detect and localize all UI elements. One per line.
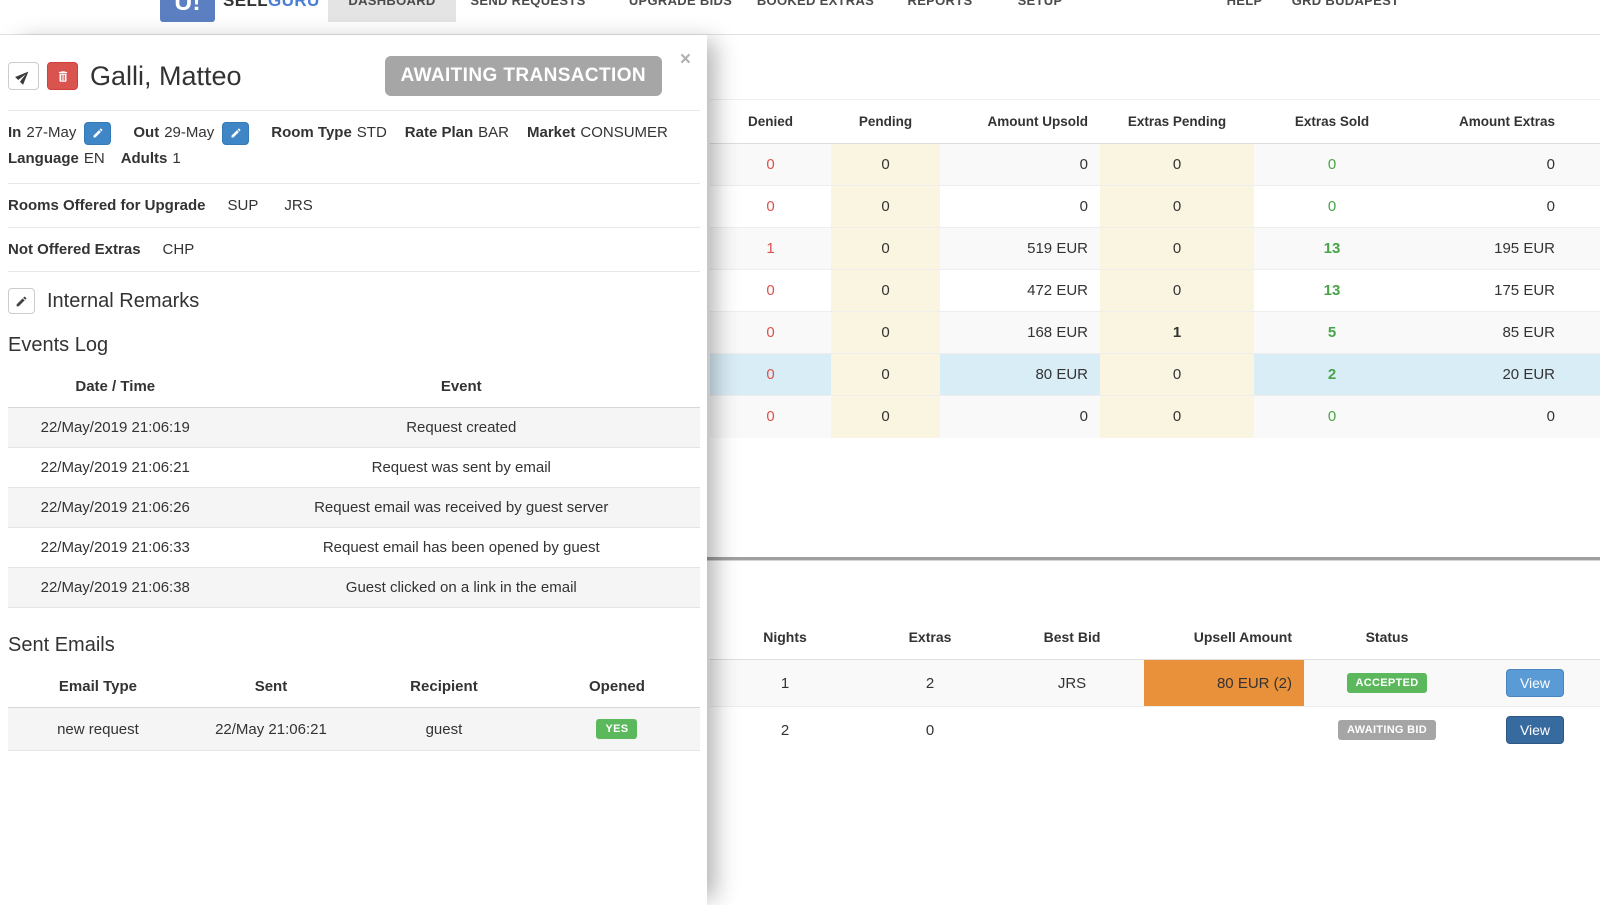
trash-icon [58,70,67,82]
nav-item-help[interactable]: HELP [1226,0,1263,8]
event-row: 22/May/2019 21:06:38 Guest clicked on a … [8,567,700,608]
divider [8,183,700,184]
events-log-title: Events Log [8,334,109,356]
event-row: 22/May/2019 21:06:19 Request created [8,407,700,448]
col-status: Status [1304,615,1470,660]
sent-emails-title: Sent Emails [8,634,115,656]
table-row[interactable]: 0 0 168 EUR 1 5 85 EUR [710,311,1600,354]
upsell-table-header: Denied Pending Amount Upsold Extras Pend… [710,99,1600,144]
app-logo[interactable]: U! [160,0,215,22]
stay-details: In 27-May Out 29-May Room Type STD Rate … [8,111,700,183]
rate-plan-value: BAR [478,124,509,141]
check-out-value: 29-May [164,124,215,141]
view-button[interactable]: View [1505,669,1565,697]
brand-accent: GURU [268,0,320,10]
col-date-time: Date / Time [8,366,223,408]
pencil-icon [16,296,27,306]
edit-check-out-button[interactable] [222,121,250,145]
events-log-table: Date / Time Event 22/May/2019 21:06:19 R… [8,366,700,608]
col-best-bid: Best Bid [1000,615,1144,660]
bids-table: Nights Extras Best Bid Upsell Amount Sta… [710,615,1600,753]
status-badge: AWAITING TRANSACTION [384,56,662,96]
brand-name[interactable]: SELLGURU [223,0,320,11]
dashboard-background: Denied Pending Amount Upsold Extras Pend… [707,35,1600,905]
not-offered-chp: CHP [162,241,195,258]
divider [8,271,700,272]
event-row: 22/May/2019 21:06:26 Request email was r… [8,487,700,528]
rooms-offered-row: Rooms Offered for Upgrade SUP JRS [8,197,313,214]
col-opened: Opened [533,666,700,708]
internal-remarks-row: Internal Remarks [8,288,700,314]
modal-title-row: Galli, Matteo AWAITING TRANSACTION [8,56,700,96]
delete-button[interactable] [47,62,78,90]
sent-email-row: new request 22/May 21:06:21 guest YES [8,707,700,751]
col-upsell-amount: Upsell Amount [1144,615,1304,660]
event-row: 22/May/2019 21:06:21 Request was sent by… [8,447,700,488]
col-nights: Nights [710,615,860,660]
col-amount-upsold: Amount Upsold [940,99,1100,144]
opened-badge: YES [596,719,638,739]
pane-divider[interactable] [707,557,1600,561]
col-extras-sold: Extras Sold [1254,99,1410,144]
edit-remarks-button[interactable] [8,288,35,314]
divider [8,110,700,111]
pencil-icon [231,128,241,138]
language-value: EN [83,150,105,167]
nav-item-booked-extras[interactable]: BOOKED EXTRAS [756,0,875,8]
event-row: 22/May/2019 21:06:33 Request email has b… [8,527,700,568]
table-row[interactable]: 0 0 0 0 0 0 [710,143,1600,186]
col-recipient: Recipient [353,666,534,708]
check-in-value: 27-May [26,124,77,141]
col-extras-pending: Extras Pending [1100,99,1254,144]
bid-row: 2 0 AWAITING BID View [710,706,1600,753]
nav-item-reports[interactable]: REPORTS [907,0,973,8]
table-row[interactable]: 0 0 0 0 0 0 [710,185,1600,228]
not-offered-extras-row: Not Offered Extras CHP [8,241,195,258]
table-row-selected[interactable]: 0 0 80 EUR 0 2 20 EUR [710,353,1600,396]
events-log-section: Events Log Date / Time Event 22/May/2019… [8,334,700,608]
col-email-type: Email Type [8,666,188,708]
nav-item-hotel-account[interactable]: GRD BUDAPEST [1291,0,1400,8]
guest-name: Galli, Matteo [90,60,242,91]
pencil-icon [93,128,103,138]
edit-check-in-button[interactable] [84,121,112,145]
col-extras: Extras [860,615,1000,660]
col-actions [1470,615,1600,660]
internal-remarks-title: Internal Remarks [47,289,200,312]
status-badge-awaiting-bid: AWAITING BID [1338,720,1436,740]
nav-item-dashboard[interactable]: DASHBOARD [328,0,456,22]
col-denied: Denied [710,99,831,144]
top-navbar: U! SELLGURU DASHBOARD SEND REQUESTS UPGR… [0,0,1600,35]
bids-table-header: Nights Extras Best Bid Upsell Amount Sta… [710,615,1600,660]
adults-value: 1 [172,150,181,167]
paper-plane-icon [15,71,29,85]
room-offered-jrs: JRS [284,197,313,214]
col-amount-extras: Amount Extras [1410,99,1600,144]
bid-row: 1 2 JRS 80 EUR (2) ACCEPTED View [710,659,1600,707]
send-button[interactable] [8,62,39,90]
room-offered-sup: SUP [227,197,259,214]
status-badge-accepted: ACCEPTED [1346,673,1428,693]
guest-detail-modal: × Galli, Matteo AWAITING TRANSACTION In … [0,35,707,905]
sent-emails-table: Email Type Sent Recipient Opened new req… [8,666,700,751]
market-value: CONSUMER [580,124,668,141]
view-button[interactable]: View [1505,716,1565,744]
table-row[interactable]: 0 0 472 EUR 0 13 175 EUR [710,269,1600,312]
brand-dark: SELL [223,0,269,10]
close-icon[interactable]: × [679,49,691,70]
col-pending: Pending [831,99,940,144]
sent-emails-section: Sent Emails Email Type Sent Recipient Op… [8,634,700,751]
room-type-value: STD [356,124,387,141]
col-event: Event [222,366,700,408]
nav-item-setup[interactable]: SETUP [1017,0,1063,8]
upsell-amount-highlight: 80 EUR (2) [1144,659,1304,707]
col-sent: Sent [187,666,354,708]
table-row[interactable]: 0 0 0 0 0 0 [710,395,1600,438]
upsell-summary-table: Denied Pending Amount Upsold Extras Pend… [710,99,1600,438]
nav-item-upgrade-bids[interactable]: UPGRADE BIDS [628,0,733,8]
divider [8,227,700,228]
table-row[interactable]: 1 0 519 EUR 0 13 195 EUR [710,227,1600,270]
nav-item-send-requests[interactable]: SEND REQUESTS [470,0,586,8]
